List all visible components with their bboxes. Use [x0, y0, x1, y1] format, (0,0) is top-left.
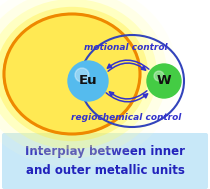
Text: Eu: Eu	[79, 74, 97, 88]
FancyArrowPatch shape	[108, 63, 146, 71]
Text: W: W	[157, 74, 171, 88]
Circle shape	[68, 61, 108, 101]
FancyArrowPatch shape	[109, 91, 147, 99]
Ellipse shape	[0, 0, 177, 167]
Circle shape	[154, 71, 164, 81]
FancyArrowPatch shape	[108, 60, 149, 69]
FancyBboxPatch shape	[2, 133, 208, 189]
Ellipse shape	[0, 7, 148, 141]
Text: Interplay between inner
and outer metallic units: Interplay between inner and outer metall…	[25, 146, 185, 177]
FancyArrowPatch shape	[106, 93, 148, 102]
Text: regiochemical control: regiochemical control	[71, 112, 181, 122]
Circle shape	[75, 68, 89, 82]
Text: motional control: motional control	[84, 43, 168, 51]
Circle shape	[147, 64, 181, 98]
Ellipse shape	[0, 0, 167, 158]
Ellipse shape	[3, 13, 141, 135]
Ellipse shape	[0, 0, 157, 149]
